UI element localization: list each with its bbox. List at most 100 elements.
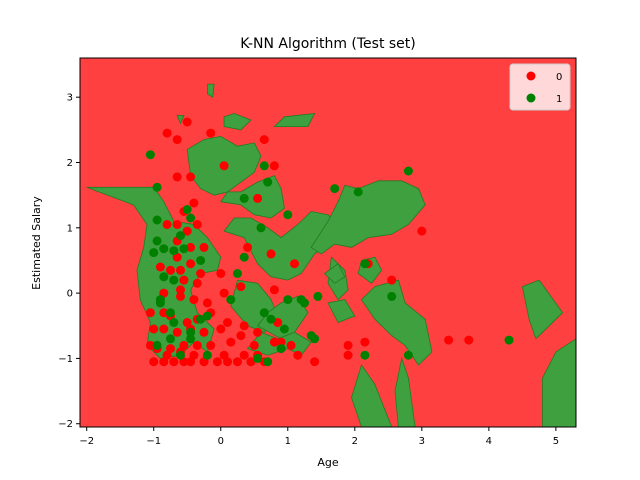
point-class-1-9 [169, 246, 179, 256]
point-class-1-21 [166, 334, 175, 344]
point-class-1-0 [145, 150, 155, 160]
point-class-0-8 [269, 161, 279, 171]
x-axis-title: Age [317, 456, 339, 469]
point-class-0-37 [159, 308, 169, 318]
point-class-0-77 [310, 357, 320, 367]
class-1-region-18 [394, 356, 416, 427]
point-class-1-44 [279, 324, 289, 334]
point-class-0-35 [236, 282, 246, 292]
point-class-0-53 [253, 327, 263, 337]
point-class-1-23 [186, 334, 196, 344]
legend-marker-1 [526, 93, 536, 103]
point-class-1-37 [300, 298, 309, 308]
point-class-1-13 [169, 275, 179, 285]
point-class-0-1 [162, 128, 172, 138]
point-class-1-35 [283, 295, 293, 305]
point-class-0-67 [169, 357, 179, 367]
class-1-region-17 [351, 364, 393, 427]
point-class-1-8 [176, 231, 185, 241]
y-axis: −2 −1 0 1 2 3 [58, 93, 80, 430]
point-class-0-62 [249, 340, 259, 350]
point-class-1-38 [313, 291, 323, 301]
point-class-0-81 [219, 350, 229, 360]
point-class-0-90 [444, 335, 454, 345]
point-class-0-4 [259, 135, 269, 145]
point-class-0-61 [226, 337, 236, 347]
point-class-0-28 [179, 275, 189, 285]
point-class-0-5 [172, 172, 182, 182]
plot-frame [79, 57, 577, 428]
point-class-1-42 [263, 357, 273, 367]
point-class-0-29 [192, 278, 202, 288]
point-class-1-22 [176, 350, 185, 360]
point-class-1-27 [259, 161, 269, 171]
class-1-region-11 [327, 299, 356, 324]
point-class-0-51 [216, 324, 226, 334]
point-class-0-15 [182, 226, 192, 236]
y-tick-label: −1 [58, 354, 73, 365]
point-class-0-31 [176, 291, 185, 301]
class-1-region-20 [542, 338, 576, 427]
class-1-region-7 [310, 180, 426, 255]
point-class-0-32 [189, 295, 199, 305]
point-class-0-48 [172, 327, 182, 337]
point-class-0-24 [216, 269, 226, 278]
point-class-0-50 [199, 327, 209, 337]
point-class-0-42 [223, 318, 232, 327]
point-class-1-1 [152, 182, 162, 192]
point-class-1-24 [202, 350, 212, 360]
point-class-1-28 [256, 223, 266, 233]
point-class-1-33 [259, 308, 269, 318]
point-class-1-46 [353, 187, 363, 197]
point-class-1-18 [202, 311, 212, 321]
x-axis: −2 −1 0 1 2 3 4 5 [79, 427, 559, 447]
point-class-1-30 [239, 252, 249, 262]
point-class-1-2 [152, 215, 162, 225]
chart-title: K-NN Algorithm (Test set) [240, 36, 416, 52]
point-class-0-3 [206, 128, 216, 138]
point-class-1-45 [330, 184, 340, 194]
point-class-1-32 [226, 295, 236, 305]
point-class-0-74 [246, 357, 256, 367]
point-class-1-31 [233, 269, 242, 278]
y-tick-label: 1 [67, 223, 73, 234]
point-class-1-20 [152, 340, 162, 350]
class-1-region-15 [273, 113, 316, 127]
point-class-0-60 [206, 340, 216, 350]
point-class-1-7 [186, 213, 196, 223]
point-class-1-53 [155, 295, 165, 305]
class-1-region-14 [223, 113, 252, 131]
class-1-region-10 [323, 263, 346, 284]
point-class-0-52 [236, 331, 246, 341]
legend-label-1: 1 [556, 94, 562, 105]
point-class-0-59 [192, 340, 202, 350]
point-class-0-82 [239, 350, 249, 360]
point-class-0-84 [343, 340, 353, 350]
point-class-1-49 [387, 291, 397, 301]
point-class-0-22 [176, 265, 185, 275]
point-class-0-92 [176, 285, 185, 295]
point-class-0-44 [273, 318, 283, 327]
scatter-points [145, 117, 514, 367]
point-class-0-2 [172, 135, 182, 145]
x-tick-label: 4 [486, 436, 492, 447]
plot-area [80, 58, 576, 427]
point-class-1-11 [196, 256, 206, 265]
point-class-0-93 [196, 269, 206, 278]
point-class-0-34 [219, 288, 229, 298]
point-class-0-86 [360, 337, 370, 347]
point-class-0-0 [182, 117, 192, 127]
point-class-1-5 [159, 244, 169, 254]
x-tick-label: −2 [79, 436, 94, 447]
point-class-1-19 [196, 314, 206, 324]
point-class-0-63 [276, 337, 286, 347]
point-class-0-76 [293, 350, 303, 360]
point-class-0-89 [417, 226, 427, 236]
x-tick-label: 0 [218, 436, 224, 447]
point-class-1-3 [152, 236, 162, 246]
point-class-0-26 [266, 249, 276, 259]
point-class-0-10 [189, 198, 199, 208]
point-class-0-65 [149, 357, 159, 367]
point-class-1-47 [403, 166, 413, 176]
point-class-1-29 [283, 210, 293, 220]
